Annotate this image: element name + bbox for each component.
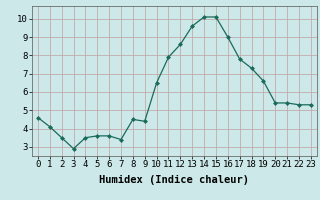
X-axis label: Humidex (Indice chaleur): Humidex (Indice chaleur) (100, 175, 249, 185)
